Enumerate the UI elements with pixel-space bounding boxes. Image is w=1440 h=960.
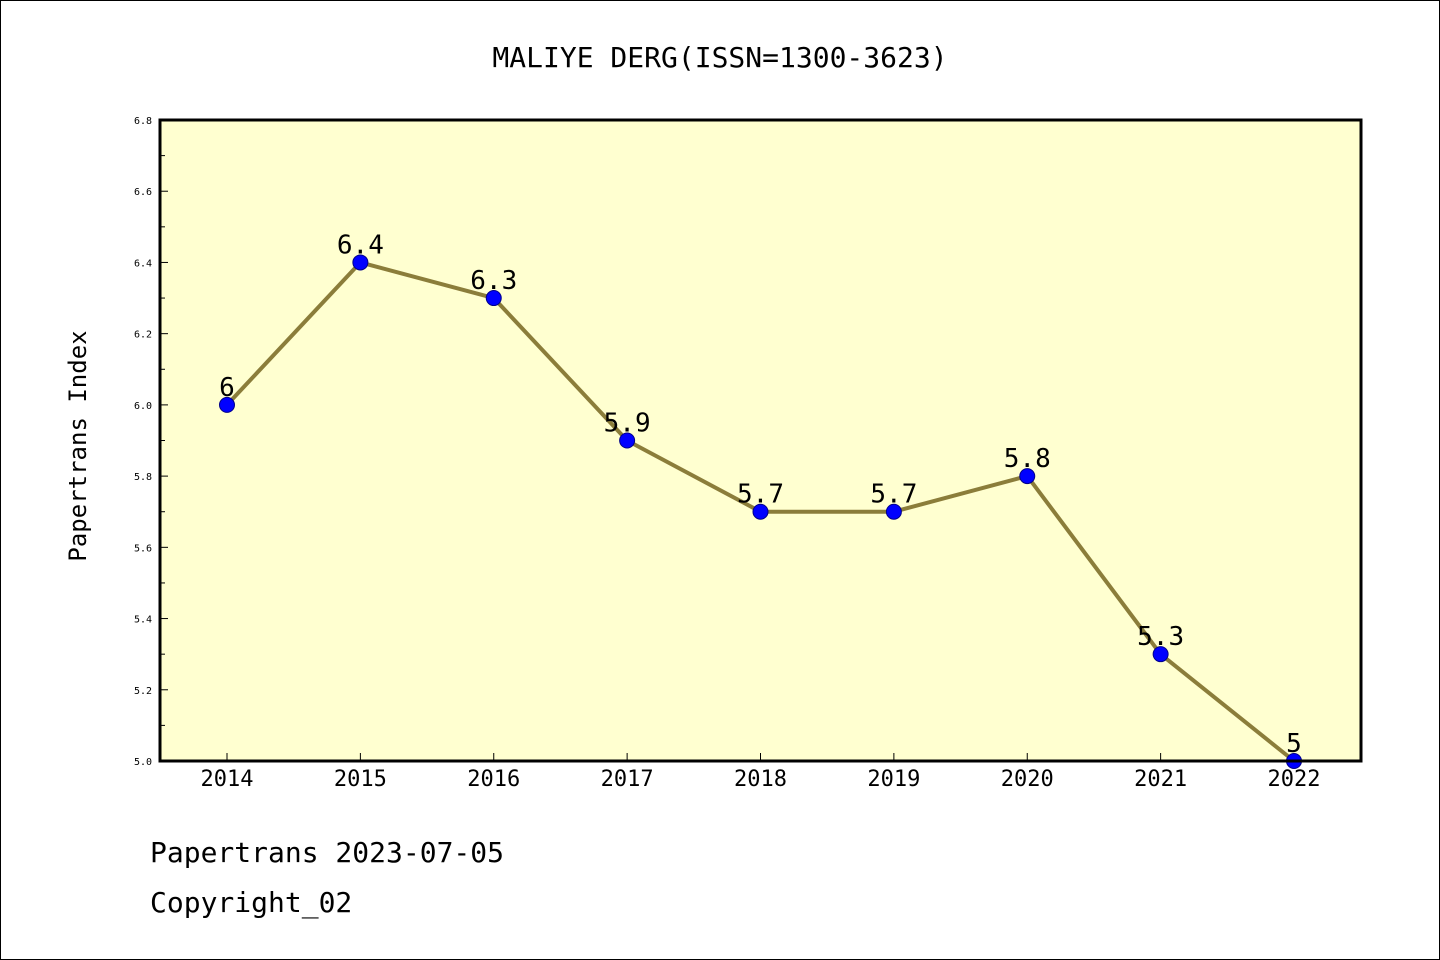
y-tick-label: 6.2 <box>134 330 152 341</box>
y-tick-label: 5.2 <box>134 686 152 697</box>
y-tick-label: 5.6 <box>134 543 152 554</box>
data-point <box>885 503 902 520</box>
data-point <box>752 503 769 520</box>
y-tick-label: 6.4 <box>134 258 152 269</box>
y-tick-label: 5.8 <box>134 472 152 483</box>
data-point <box>1152 646 1169 663</box>
x-tick-label: 2019 <box>867 767 920 792</box>
axis-layer: 5.0 5.2 5.4 5.6 5.8 6.0 6.2 6.4 6.6 6.8 2014 2015 20… <box>134 116 1321 792</box>
footer-copyright: Copyright_02 <box>150 886 353 919</box>
data-label: 6 <box>219 373 235 403</box>
data-label: 5 <box>1286 729 1302 759</box>
x-tick-label: 2018 <box>734 767 787 792</box>
chart-title: MALIYE DERG(ISSN=1300-3623) <box>492 41 947 74</box>
y-tick-label: 5.0 <box>134 757 152 768</box>
x-tick-label: 2021 <box>1134 767 1187 792</box>
x-tick-label: 2016 <box>467 767 520 792</box>
y-axis-label: Papertrans Index <box>64 330 92 561</box>
data-label: 5.3 <box>1137 622 1184 652</box>
data-point <box>219 396 235 413</box>
data-label: 5.7 <box>870 480 917 510</box>
x-tick-label: 2017 <box>601 767 654 792</box>
y-tick-label: 5.4 <box>134 615 152 626</box>
y-tick-label: 6.6 <box>134 187 152 198</box>
footer-date-line: Papertrans 2023-07-05 <box>150 836 505 869</box>
y-tick-label: 6.8 <box>134 116 152 127</box>
plot-border <box>158 118 1363 763</box>
data-point <box>619 432 636 449</box>
data-label: 6.4 <box>337 230 384 260</box>
data-label: 5.7 <box>737 480 784 510</box>
data-label: 5.9 <box>604 409 651 439</box>
plot-area <box>160 120 1361 761</box>
y-tick-label: 6.0 <box>134 401 152 412</box>
x-tick-label: 2015 <box>334 767 387 792</box>
data-label: 6.3 <box>470 266 517 296</box>
data-point <box>352 254 369 271</box>
x-tick-label: 2022 <box>1268 767 1321 792</box>
series-layer: 6 6.4 6.3 5.9 5.7 5.7 5.8 5.3 5 <box>219 230 1302 769</box>
data-label: 5.8 <box>1004 444 1051 474</box>
x-tick-label: 2020 <box>1001 767 1054 792</box>
data-point <box>1019 468 1036 485</box>
data-point <box>485 290 502 307</box>
x-tick-label: 2014 <box>201 767 254 792</box>
